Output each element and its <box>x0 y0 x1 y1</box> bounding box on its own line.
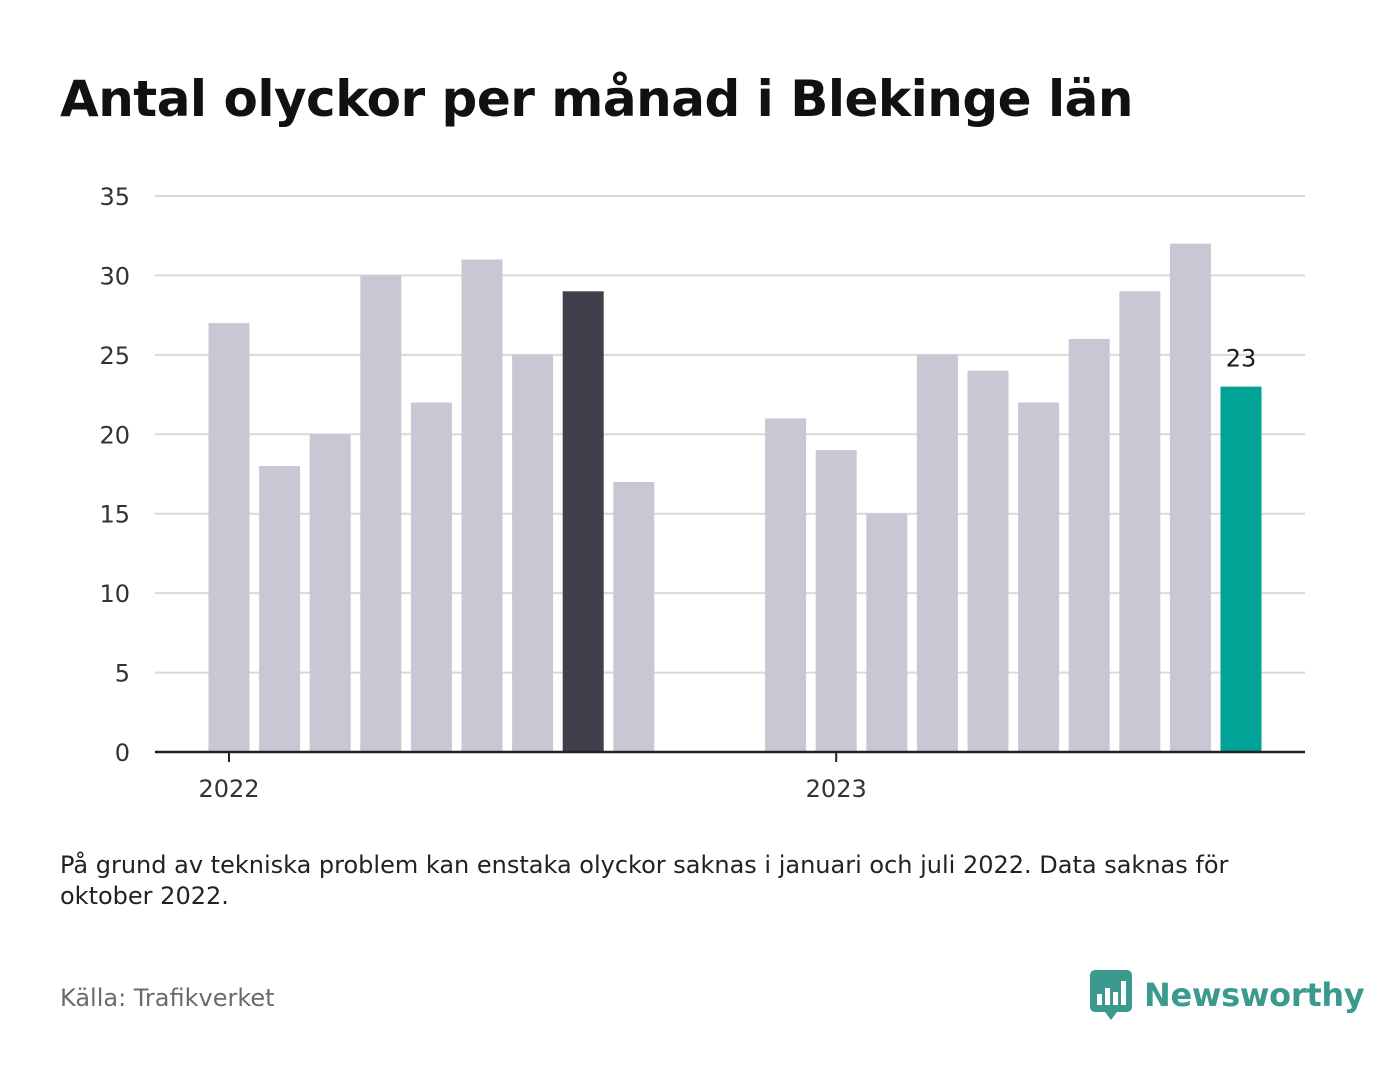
bar-2022-12[interactable] <box>765 418 807 752</box>
chart-title: Antal olyckor per månad i Blekinge län <box>60 70 1133 128</box>
bar-2023-06[interactable] <box>1068 338 1110 752</box>
bar-2022-03[interactable] <box>309 434 351 752</box>
bar-2022-01[interactable] <box>208 323 250 752</box>
bar-2022-07[interactable] <box>512 354 554 752</box>
y-tick-label: 5 <box>115 660 130 688</box>
bars <box>208 243 1262 752</box>
bar-2023-08[interactable] <box>1169 243 1211 752</box>
bar-chart: 0 5 10 15 20 25 30 35 23 2022 2023 <box>99 183 1305 803</box>
labels: 0 5 10 15 20 25 30 35 23 2022 2023 <box>99 183 1256 803</box>
y-tick-label: 20 <box>99 421 130 449</box>
x-tick-label: 2022 <box>198 775 259 803</box>
y-tick-label: 30 <box>99 262 130 290</box>
brand-name: Newsworthy <box>1144 976 1365 1014</box>
source-credit: Källa: Trafikverket <box>60 984 275 1012</box>
y-tick-label: 35 <box>99 183 130 211</box>
newsworthy-bar-chart-logo-icon <box>1090 970 1132 1020</box>
data-label-latest: 23 <box>1226 345 1257 373</box>
bar-2023-03[interactable] <box>916 354 958 752</box>
bar-2022-06[interactable] <box>461 259 503 752</box>
y-tick-label: 15 <box>99 501 130 529</box>
bar-2022-08[interactable] <box>562 291 604 752</box>
bar-2023-07[interactable] <box>1119 291 1161 752</box>
axes <box>155 750 1305 762</box>
bar-2023-05[interactable] <box>1018 402 1060 752</box>
y-tick-label: 10 <box>99 580 130 608</box>
bar-2023-04[interactable] <box>967 370 1009 752</box>
x-tick-label: 2023 <box>806 775 867 803</box>
bar-2023-01[interactable] <box>815 450 857 752</box>
newsworthy-logo[interactable]: Newsworthy <box>1090 970 1365 1020</box>
bar-2023-02[interactable] <box>866 513 908 752</box>
y-tick-label: 0 <box>115 739 130 767</box>
bar-2023-09[interactable] <box>1220 386 1262 752</box>
bar-2022-09[interactable] <box>613 481 655 752</box>
bar-2022-02[interactable] <box>259 466 301 752</box>
footnote: På grund av tekniska problem kan enstaka… <box>60 851 1229 910</box>
y-tick-label: 25 <box>99 342 130 370</box>
bar-2022-05[interactable] <box>410 402 452 752</box>
bar-2022-04[interactable] <box>360 275 402 752</box>
